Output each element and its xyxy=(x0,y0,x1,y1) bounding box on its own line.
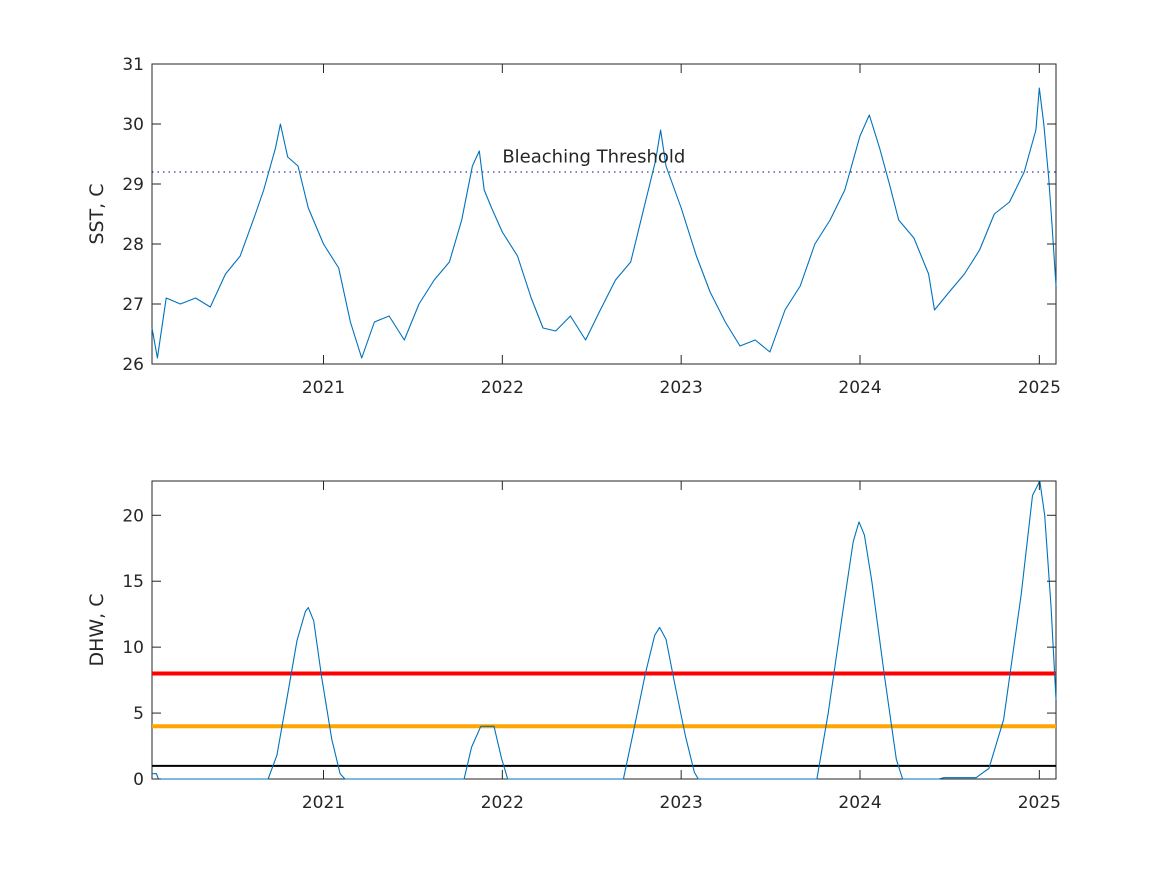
dhw-x-tick-label: 2025 xyxy=(1018,793,1061,813)
sst-x-tick-label: 2025 xyxy=(1018,378,1061,398)
sst-plot-area: 26 27 28 29 30 31 2021 2022 2023 2024 2025 Bleachin… xyxy=(122,55,1061,398)
sst-x-tick-label: 2024 xyxy=(838,378,881,398)
sst-x-tick-label: 2022 xyxy=(481,378,524,398)
dhw-y-tick-label: 15 xyxy=(122,572,144,592)
sst-x-tick-label: 2023 xyxy=(660,378,703,398)
sst-y-tick-label: 29 xyxy=(122,175,144,195)
sst-chart: 26 27 28 29 30 31 2021 2022 2023 2024 2025 Bleachin… xyxy=(86,55,1061,398)
dhw-x-tick-label: 2023 xyxy=(660,793,703,813)
dhw-y-axis-label: DHW, C xyxy=(86,593,108,666)
sst-x-tick-label: 2021 xyxy=(302,378,345,398)
dhw-y-tick-label: 10 xyxy=(122,638,144,658)
dhw-series-line xyxy=(152,480,1057,780)
dhw-y-tick-label: 20 xyxy=(122,506,144,526)
sst-series-line xyxy=(151,87,1057,359)
sst-y-tick-label: 31 xyxy=(122,55,144,75)
sst-axes-box xyxy=(151,63,1057,365)
dhw-chart: 0 5 10 15 20 2021 2022 2023 2024 2025 DHW, C xyxy=(86,480,1061,813)
sst-y-tick-label: 30 xyxy=(122,115,144,135)
dhw-plot-area: 0 5 10 15 20 2021 2022 2023 2024 2025 xyxy=(122,480,1061,813)
dhw-y-tick-label: 0 xyxy=(133,770,144,790)
dhw-y-tick-label: 5 xyxy=(133,704,144,724)
dhw-axes-box xyxy=(151,480,1057,780)
sst-annotation: Bleaching Threshold xyxy=(502,146,685,167)
dhw-x-tick-label: 2021 xyxy=(302,793,345,813)
dhw-x-tick-label: 2022 xyxy=(481,793,524,813)
sst-y-axis-label: SST, C xyxy=(86,183,108,244)
sst-y-tick-label: 27 xyxy=(122,295,144,315)
sst-y-tick-label: 26 xyxy=(122,355,144,375)
dhw-x-tick-label: 2024 xyxy=(838,793,881,813)
sst-y-tick-label: 28 xyxy=(122,235,144,255)
